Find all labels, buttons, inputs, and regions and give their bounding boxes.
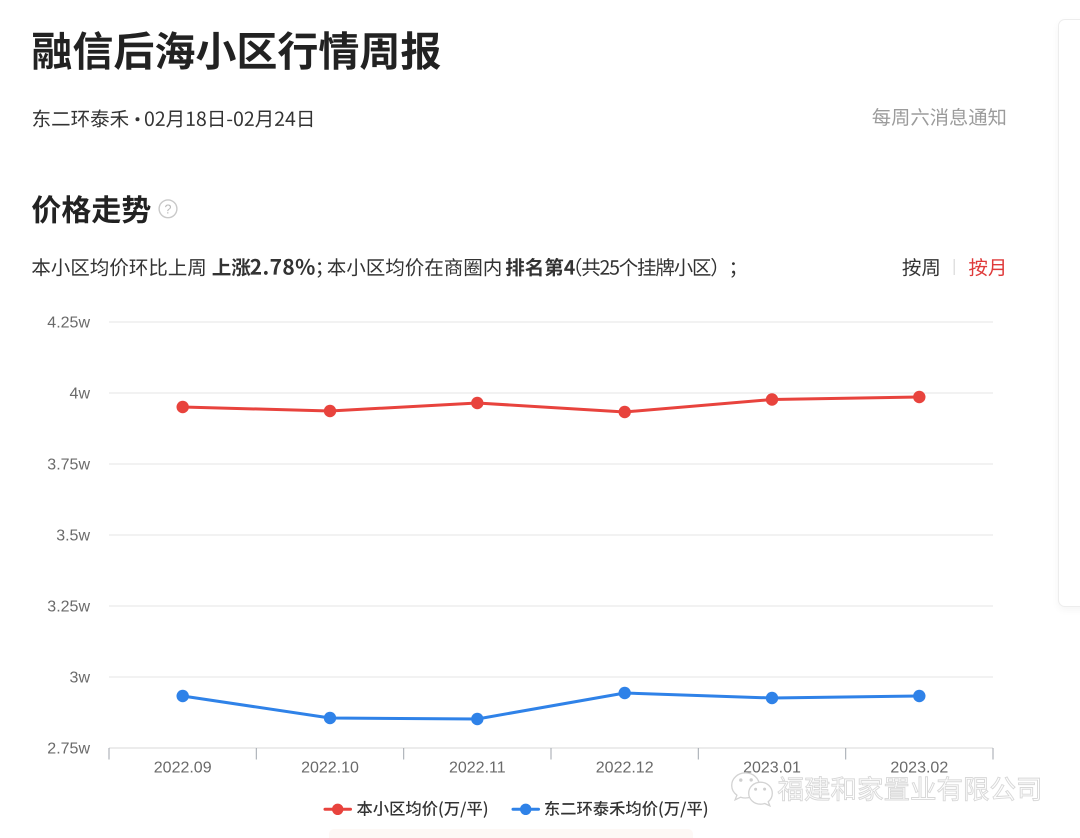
- svg-text:2022.09: 2022.09: [154, 760, 212, 777]
- svg-text:2022.10: 2022.10: [301, 760, 359, 777]
- svg-text:2023.01: 2023.01: [743, 760, 801, 777]
- svg-text:2022.12: 2022.12: [596, 760, 654, 777]
- svg-text:2023.02: 2023.02: [890, 760, 948, 777]
- svg-text:3.75w: 3.75w: [47, 457, 90, 474]
- svg-text:2.75w: 2.75w: [47, 741, 90, 758]
- svg-text:2022.11: 2022.11: [449, 760, 506, 777]
- svg-text:4.25w: 4.25w: [47, 315, 90, 332]
- svg-text:3.5w: 3.5w: [56, 528, 90, 545]
- svg-text:?: ?: [165, 202, 172, 216]
- svg-text:4w: 4w: [70, 386, 91, 403]
- svg-text:3.25w: 3.25w: [47, 599, 90, 616]
- svg-text:3w: 3w: [70, 670, 91, 687]
